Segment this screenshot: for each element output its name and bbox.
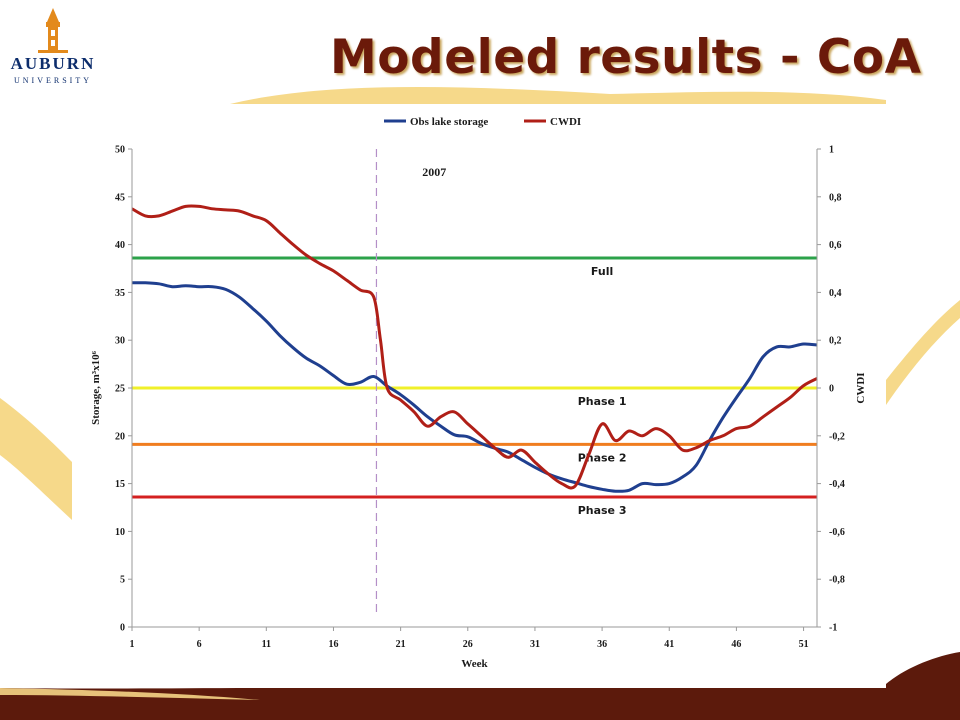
series-lines bbox=[131, 204, 818, 493]
x-axis-title: Week bbox=[461, 658, 488, 670]
cwdi-line bbox=[131, 204, 818, 490]
y-tick-label: 25 bbox=[115, 384, 125, 395]
logo-subtitle: UNIVERSITY bbox=[14, 76, 92, 85]
chart-panel bbox=[72, 104, 886, 688]
y2-tick-label: -0,4 bbox=[829, 479, 845, 490]
y-axis-title: Storage, m³x10⁶ bbox=[90, 350, 102, 425]
threshold-label: Phase 3 bbox=[578, 504, 627, 517]
logo-wordmark: AUBURN bbox=[10, 54, 96, 73]
y2-tick-label: -0,8 bbox=[829, 575, 845, 586]
y2-tick-label: 0,2 bbox=[829, 336, 842, 347]
x-tick-label: 46 bbox=[731, 639, 741, 650]
year-annotation: 2007 bbox=[422, 165, 446, 179]
y-tick-label: 35 bbox=[115, 288, 125, 299]
auburn-logo: AUBURN UNIVERSITY bbox=[8, 6, 98, 92]
y-tick-label: 10 bbox=[115, 527, 125, 538]
y2-tick-label: 0,6 bbox=[829, 240, 842, 251]
gold-swoosh-right bbox=[886, 300, 960, 405]
y2-axis-title: CWDI bbox=[855, 372, 867, 403]
x-tick-label: 41 bbox=[664, 639, 674, 650]
gold-swoosh-top bbox=[230, 86, 886, 104]
y-tick-label: 30 bbox=[115, 336, 125, 347]
slide-title: Modeled results - CoA bbox=[330, 30, 922, 85]
y-tick-label: 5 bbox=[120, 575, 125, 586]
legend-label: Obs lake storage bbox=[410, 116, 488, 128]
y2-tick-label: -1 bbox=[829, 623, 837, 634]
threshold-label: Phase 1 bbox=[578, 395, 627, 408]
x-tick-label: 16 bbox=[328, 639, 338, 650]
y-tick-label: 15 bbox=[115, 479, 125, 490]
y2-tick-label: 0,8 bbox=[829, 192, 842, 203]
x-tick-label: 6 bbox=[197, 639, 202, 650]
legend-label: CWDI bbox=[550, 116, 581, 128]
y-tick-label: 40 bbox=[115, 240, 125, 251]
x-tick-label: 26 bbox=[463, 639, 473, 650]
gold-swoosh-left bbox=[0, 398, 72, 520]
y-tick-label: 0 bbox=[120, 623, 125, 634]
storage-line bbox=[131, 281, 818, 493]
y-tick-label: 50 bbox=[115, 145, 125, 156]
chart-labels: Week Storage, m³x10⁶ CWDI 2007 Obs lake stor… bbox=[90, 116, 867, 670]
tower-icon bbox=[38, 8, 68, 53]
gold-edge-bottom bbox=[0, 688, 260, 700]
y2-tick-label: -0,2 bbox=[829, 431, 845, 442]
maroon-band-bottom bbox=[0, 652, 960, 720]
y2-tick-label: -0,6 bbox=[829, 527, 845, 538]
y2-tick-label: 0,4 bbox=[829, 288, 842, 299]
x-tick-label: 21 bbox=[396, 639, 406, 650]
threshold-label: Full bbox=[591, 265, 613, 278]
x-tick-label: 51 bbox=[799, 639, 809, 650]
x-tick-label: 11 bbox=[262, 639, 271, 650]
x-tick-label: 31 bbox=[530, 639, 540, 650]
x-tick-label: 36 bbox=[597, 639, 607, 650]
chart-axes: 0 5 10 15 20 25 30 35 40 45 50 -1 -0,8 -0,6 -0,4 -0,2 0 0… bbox=[115, 145, 845, 651]
x-tick-label: 1 bbox=[130, 639, 135, 650]
y2-tick-label: 1 bbox=[829, 145, 834, 156]
y2-tick-label: 0 bbox=[829, 384, 834, 395]
y-tick-label: 20 bbox=[115, 431, 125, 442]
y-tick-label: 45 bbox=[115, 192, 125, 203]
